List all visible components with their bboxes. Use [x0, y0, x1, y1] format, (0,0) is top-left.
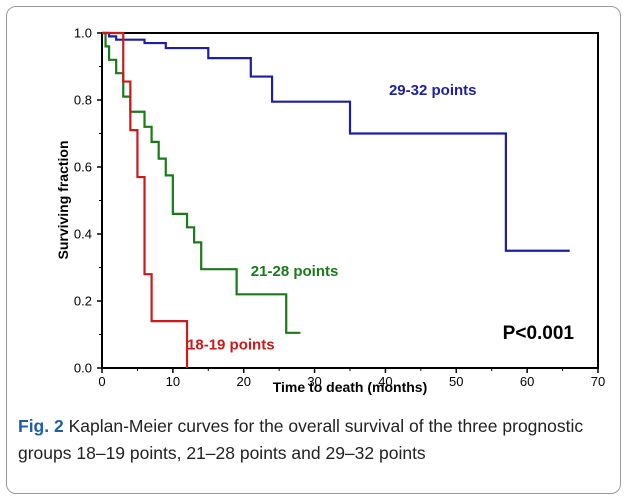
km-chart: 0 10 20 30 40 50 60 70 0.0 0.2 0.4 0.6 0.8 1.0 29-32 p… — [55, 26, 605, 396]
x-tick-label: 10 — [166, 374, 180, 389]
y-tick-label: 1.0 — [74, 26, 92, 41]
x-tick-label: 70 — [591, 374, 605, 389]
plot-frame — [101, 32, 599, 369]
x-tick-label: 40 — [378, 374, 392, 389]
survival-curve — [102, 31, 301, 334]
survival-curve — [102, 31, 189, 368]
series-label: 21-28 points — [251, 263, 339, 280]
x-axis-title: Time to death (months) — [273, 379, 428, 395]
x-tick-label: 20 — [236, 374, 250, 389]
y-tick-label: 0.6 — [74, 160, 92, 175]
caption-text: Kaplan-Meier curves for the overall surv… — [18, 416, 584, 463]
x-tick-label: 0 — [98, 374, 105, 389]
x-tick-label: 50 — [449, 374, 463, 389]
survival-curve — [102, 31, 570, 252]
y-axis-title: Surviving fraction — [55, 140, 71, 259]
caption-label: Fig. 2 — [18, 416, 64, 436]
y-tick-label: 0.2 — [74, 294, 92, 309]
y-tick-label: 0.8 — [74, 93, 92, 108]
series-label: 29-32 points — [389, 82, 477, 99]
plot-area: 0 10 20 30 40 50 60 70 0.0 0.2 0.4 0.6 0.8 1.0 29-32 p… — [74, 26, 605, 390]
x-tick-label: 30 — [307, 374, 321, 389]
y-tick-label: 0.0 — [74, 361, 92, 376]
y-tick-label: 0.4 — [74, 227, 92, 242]
figure-caption: Fig. 2 Kaplan-Meier curves for the overa… — [18, 413, 618, 467]
p-value-annotation: P<0.001 — [503, 323, 575, 344]
x-tick-label: 60 — [520, 374, 534, 389]
series-label: 18-19 points — [187, 337, 275, 354]
